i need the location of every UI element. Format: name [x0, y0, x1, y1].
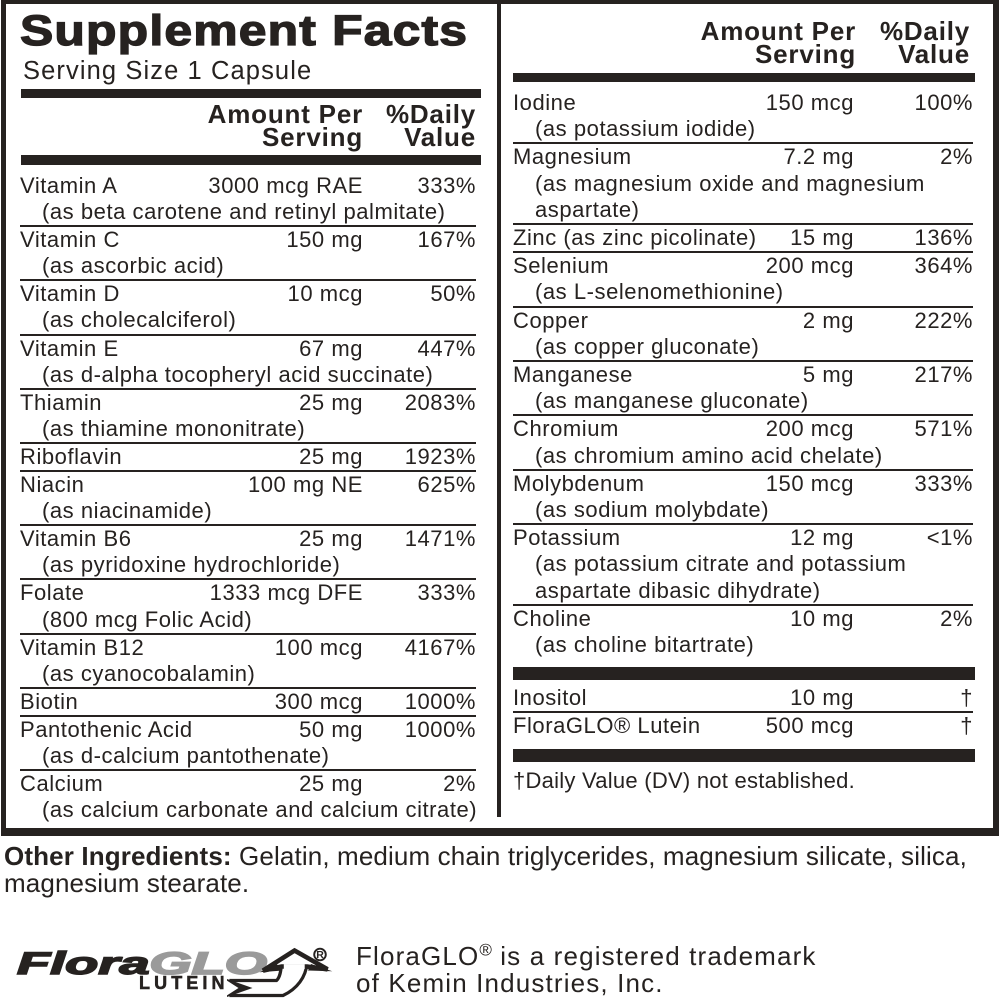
svg-text:R: R: [316, 949, 324, 961]
